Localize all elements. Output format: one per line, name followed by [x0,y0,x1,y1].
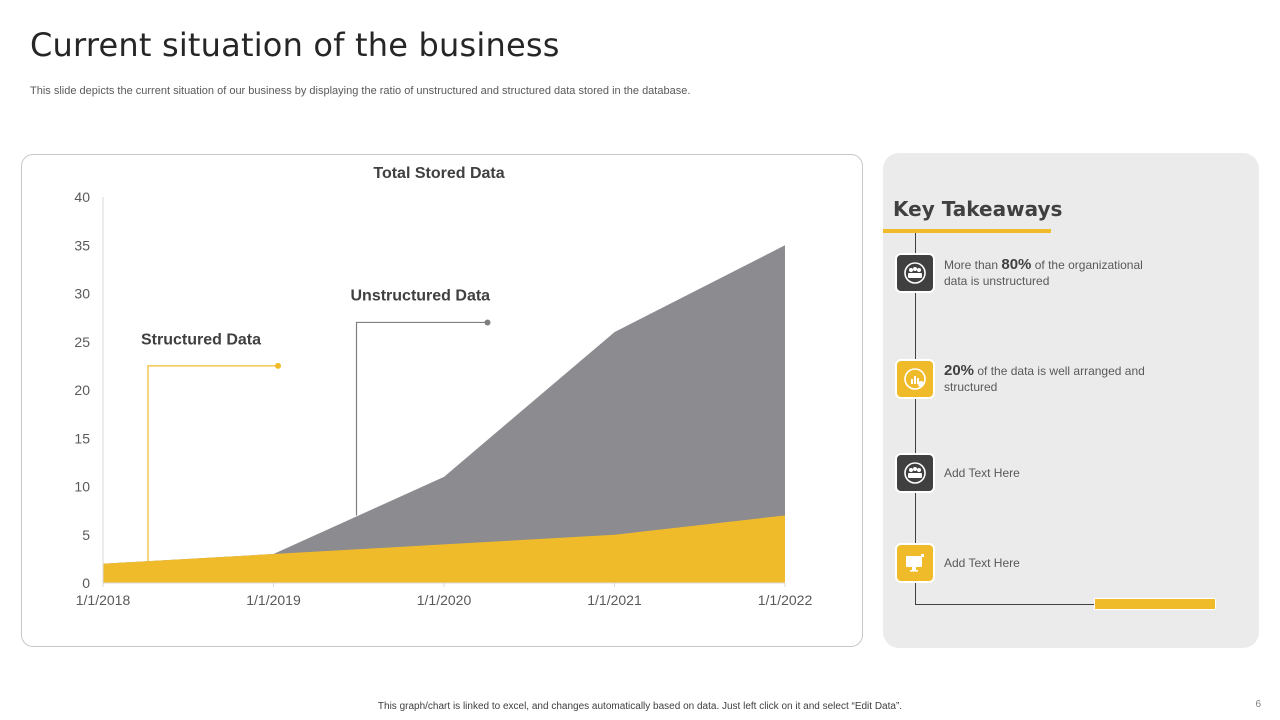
timeline-base-line [915,604,1095,605]
y-tick-label: 35 [74,237,90,253]
people-icon [895,453,935,493]
slide-title: Current situation of the business [30,26,560,64]
area-unstructured-data [103,245,785,583]
slide-subtitle: This slide depicts the current situation… [30,85,691,97]
page-number: 6 [1255,699,1261,710]
takeaway-text: 20% of the data is well arranged and str… [944,362,1145,395]
timeline-line [915,233,916,605]
x-tick-label: 1/1/2018 [76,592,131,608]
takeaway-text: More than 80% of the organizational data… [944,256,1143,289]
x-tick-label: 1/1/2020 [417,592,472,608]
area-chart[interactable]: Total Stored Data 0 5 10 15 20 25 30 35 40 1/1/20… [22,155,864,648]
structured-callout-dot [275,362,281,369]
footer-note: This graph/chart is linked to excel, and… [377,701,903,712]
key-takeaways-panel: Key Takeaways More than 80% of the organ… [883,153,1259,648]
takeaway-text: Add Text Here [944,466,1020,480]
takeaway-text: Add Text Here [944,556,1020,570]
area-structured-data [103,515,785,583]
unstructured-callout-dot [484,319,491,326]
accent-bar [1094,598,1216,610]
gauge-icon [895,359,935,399]
structured-callout-line [147,365,278,561]
y-tick-label: 20 [74,382,90,398]
chart-card[interactable]: Total Stored Data 0 5 10 15 20 25 30 35 40 1/1/20… [21,154,863,647]
x-tick-label: 1/1/2021 [587,592,642,608]
y-tick-label: 0 [82,575,90,591]
unstructured-callout-line [355,321,488,516]
monitor-icon [895,543,935,583]
y-tick-label: 5 [82,527,90,543]
chart-title: Total Stored Data [373,165,504,182]
x-tick-label: 1/1/2022 [758,592,813,608]
y-tick-label: 25 [74,334,90,350]
x-tick-label: 1/1/2019 [246,592,301,608]
y-tick-label: 30 [74,286,90,302]
structured-data-label: Structured Data [141,332,261,349]
title-underline [883,229,1051,233]
people-icon [895,253,935,293]
y-tick-label: 10 [74,479,90,495]
unstructured-data-label: Unstructured Data [351,287,491,304]
y-tick-label: 15 [74,430,90,446]
y-tick-label: 40 [74,189,90,205]
key-takeaways-title: Key Takeaways [893,197,1063,221]
